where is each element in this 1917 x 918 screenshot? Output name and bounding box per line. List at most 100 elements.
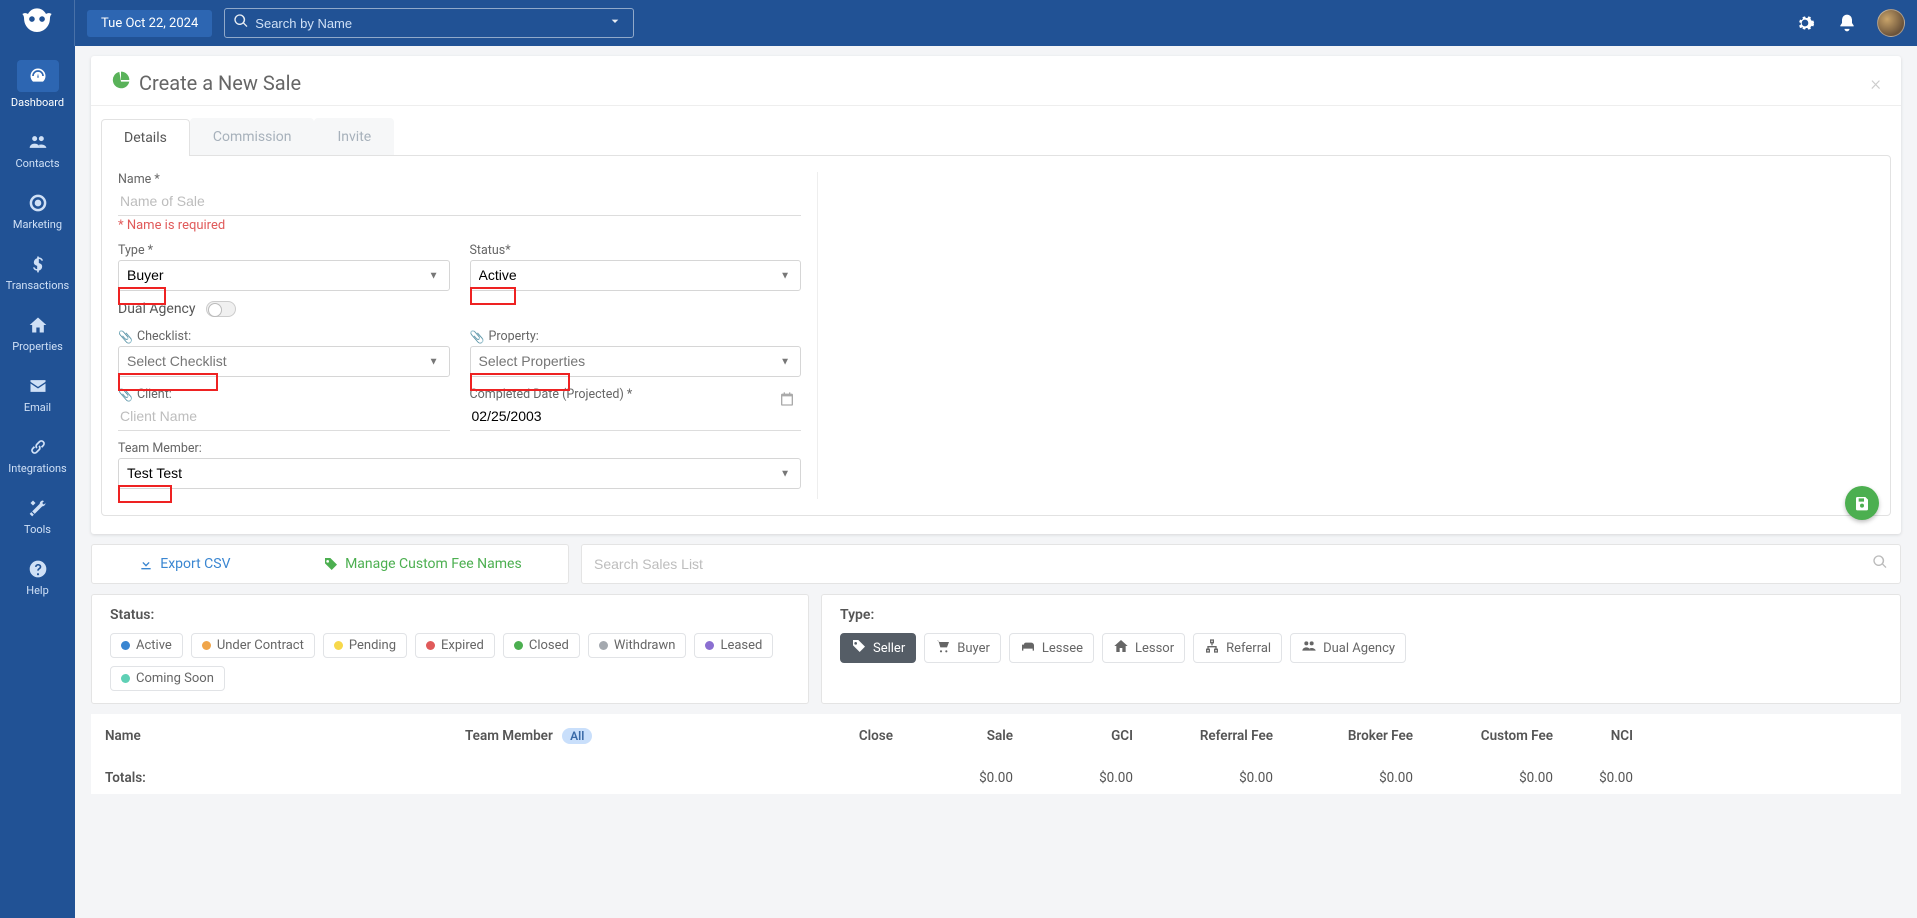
status-chip[interactable]: Closed xyxy=(503,633,580,658)
sidebar-item-label: Integrations xyxy=(4,462,71,475)
type-chip[interactable]: Lessee xyxy=(1009,633,1094,663)
settings-button[interactable] xyxy=(1789,7,1821,39)
chevron-down-icon: ▼ xyxy=(780,270,790,281)
sales-table: Name Team Member All Close Sale GCI Refe… xyxy=(91,714,1901,794)
export-csv-button[interactable]: Export CSV xyxy=(138,556,230,572)
create-sale-card: Create a New Sale × Details Commission I… xyxy=(91,56,1901,534)
chevron-down-icon: ▼ xyxy=(780,356,790,367)
users-icon xyxy=(1301,638,1317,658)
app-logo[interactable] xyxy=(0,0,75,46)
sidebar-item-label: Tools xyxy=(4,523,71,536)
status-chips: Active Under Contract Pending Expired Closed… xyxy=(110,633,790,691)
status-dot-icon xyxy=(121,674,130,683)
page: Create a New Sale × Details Commission I… xyxy=(75,0,1917,794)
sidebar-item-email[interactable]: Email xyxy=(0,365,75,426)
link-icon xyxy=(28,437,48,457)
notifications-button[interactable] xyxy=(1831,7,1863,39)
home-icon xyxy=(1113,638,1129,658)
sidebar-item-tools[interactable]: Tools xyxy=(0,487,75,548)
sidebar-item-integrations[interactable]: Integrations xyxy=(0,426,75,487)
status-select[interactable]: ▼ xyxy=(470,260,802,291)
th-team-member: Team Member All xyxy=(459,724,759,748)
status-chip[interactable]: Expired xyxy=(415,633,495,658)
dollar-icon xyxy=(28,254,48,274)
manage-fees-button[interactable]: Manage Custom Fee Names xyxy=(323,556,522,572)
checklist-value xyxy=(127,353,441,369)
home-icon xyxy=(28,315,48,335)
search-icon xyxy=(233,13,249,33)
completed-date-input[interactable] xyxy=(470,404,802,431)
tags-icon xyxy=(323,556,339,572)
global-search-input[interactable] xyxy=(255,16,625,31)
property-value xyxy=(479,353,793,369)
save-button[interactable] xyxy=(1845,486,1879,520)
status-dot-icon xyxy=(334,641,343,650)
team-member-select[interactable]: ▼ xyxy=(118,458,801,489)
tab-invite[interactable]: Invite xyxy=(314,118,394,155)
filter-row: Status: Active Under Contract Pending Expir… xyxy=(91,594,1901,704)
team-member-value xyxy=(127,465,792,481)
paperclip-icon: 📎 xyxy=(470,330,485,344)
status-chip[interactable]: Pending xyxy=(323,633,407,658)
status-value xyxy=(479,267,793,283)
status-filter-title: Status: xyxy=(110,607,790,623)
status-chip[interactable]: Active xyxy=(110,633,183,658)
paperclip-icon: 📎 xyxy=(118,330,133,344)
envelope-icon xyxy=(28,376,48,396)
toolbar-actions: Export CSV Manage Custom Fee Names xyxy=(91,544,569,584)
th-close: Close xyxy=(759,724,899,748)
avatar[interactable] xyxy=(1877,9,1905,37)
th-referral-fee: Referral Fee xyxy=(1139,724,1279,748)
th-name: Name xyxy=(99,724,459,748)
sidebar-item-dashboard[interactable]: Dashboard xyxy=(0,50,75,121)
totals-nci: $0.00 xyxy=(1559,766,1639,790)
sidebar-item-marketing[interactable]: Marketing xyxy=(0,182,75,243)
bell-icon xyxy=(1837,13,1857,33)
list-toolbar: Export CSV Manage Custom Fee Names xyxy=(91,544,1901,584)
close-button[interactable]: × xyxy=(1871,71,1881,95)
list-search[interactable] xyxy=(581,544,1901,584)
chevron-down-icon xyxy=(607,13,623,33)
client-input[interactable] xyxy=(118,404,450,431)
status-chip[interactable]: Leased xyxy=(694,633,773,658)
global-search[interactable] xyxy=(224,8,634,38)
sidebar-item-properties[interactable]: Properties xyxy=(0,304,75,365)
totals-sale: $0.00 xyxy=(899,766,1019,790)
table-totals-row: Totals: $0.00 $0.00 $0.00 $0.00 $0.00 $0… xyxy=(91,758,1901,794)
list-search-input[interactable] xyxy=(594,556,1872,572)
name-input[interactable] xyxy=(118,189,801,216)
totals-custom-fee: $0.00 xyxy=(1419,766,1559,790)
property-select[interactable]: ▼ xyxy=(470,346,802,377)
sidebar-item-help[interactable]: Help xyxy=(0,548,75,609)
name-error: * Name is required xyxy=(118,218,801,233)
sitemap-icon xyxy=(1204,638,1220,658)
sidebar-item-transactions[interactable]: Transactions xyxy=(0,243,75,304)
calendar-icon[interactable] xyxy=(779,391,795,411)
status-chip[interactable]: Withdrawn xyxy=(588,633,687,658)
current-date: Tue Oct 22, 2024 xyxy=(101,16,198,31)
totals-gci: $0.00 xyxy=(1019,766,1139,790)
date-pill[interactable]: Tue Oct 22, 2024 xyxy=(87,10,212,37)
sidebar: Dashboard Contacts Marketing Transaction… xyxy=(0,46,75,918)
status-chip[interactable]: Under Contract xyxy=(191,633,315,658)
cart-icon xyxy=(935,638,951,658)
type-chip[interactable]: Lessor xyxy=(1102,633,1185,663)
status-dot-icon xyxy=(426,641,435,650)
type-chip[interactable]: Referral xyxy=(1193,633,1282,663)
type-chip[interactable]: Dual Agency xyxy=(1290,633,1406,663)
tab-details[interactable]: Details xyxy=(101,119,190,156)
type-chip[interactable]: Seller xyxy=(840,633,916,663)
sidebar-item-label: Marketing xyxy=(4,218,71,231)
tab-commission[interactable]: Commission xyxy=(190,118,315,155)
sidebar-item-contacts[interactable]: Contacts xyxy=(0,121,75,182)
status-chip[interactable]: Coming Soon xyxy=(110,666,225,691)
type-filter-title: Type: xyxy=(840,607,1882,623)
team-member-all-badge[interactable]: All xyxy=(562,728,592,744)
dual-agency-toggle[interactable] xyxy=(206,301,236,317)
type-select[interactable]: ▼ xyxy=(118,260,450,291)
checklist-select[interactable]: ▼ xyxy=(118,346,450,377)
type-filter-card: Type: Seller Buyer Lessee Lessor Referral Dua… xyxy=(821,594,1901,704)
sidebar-item-label: Properties xyxy=(4,340,71,353)
type-chip[interactable]: Buyer xyxy=(924,633,1001,663)
pie-chart-icon xyxy=(111,70,131,95)
